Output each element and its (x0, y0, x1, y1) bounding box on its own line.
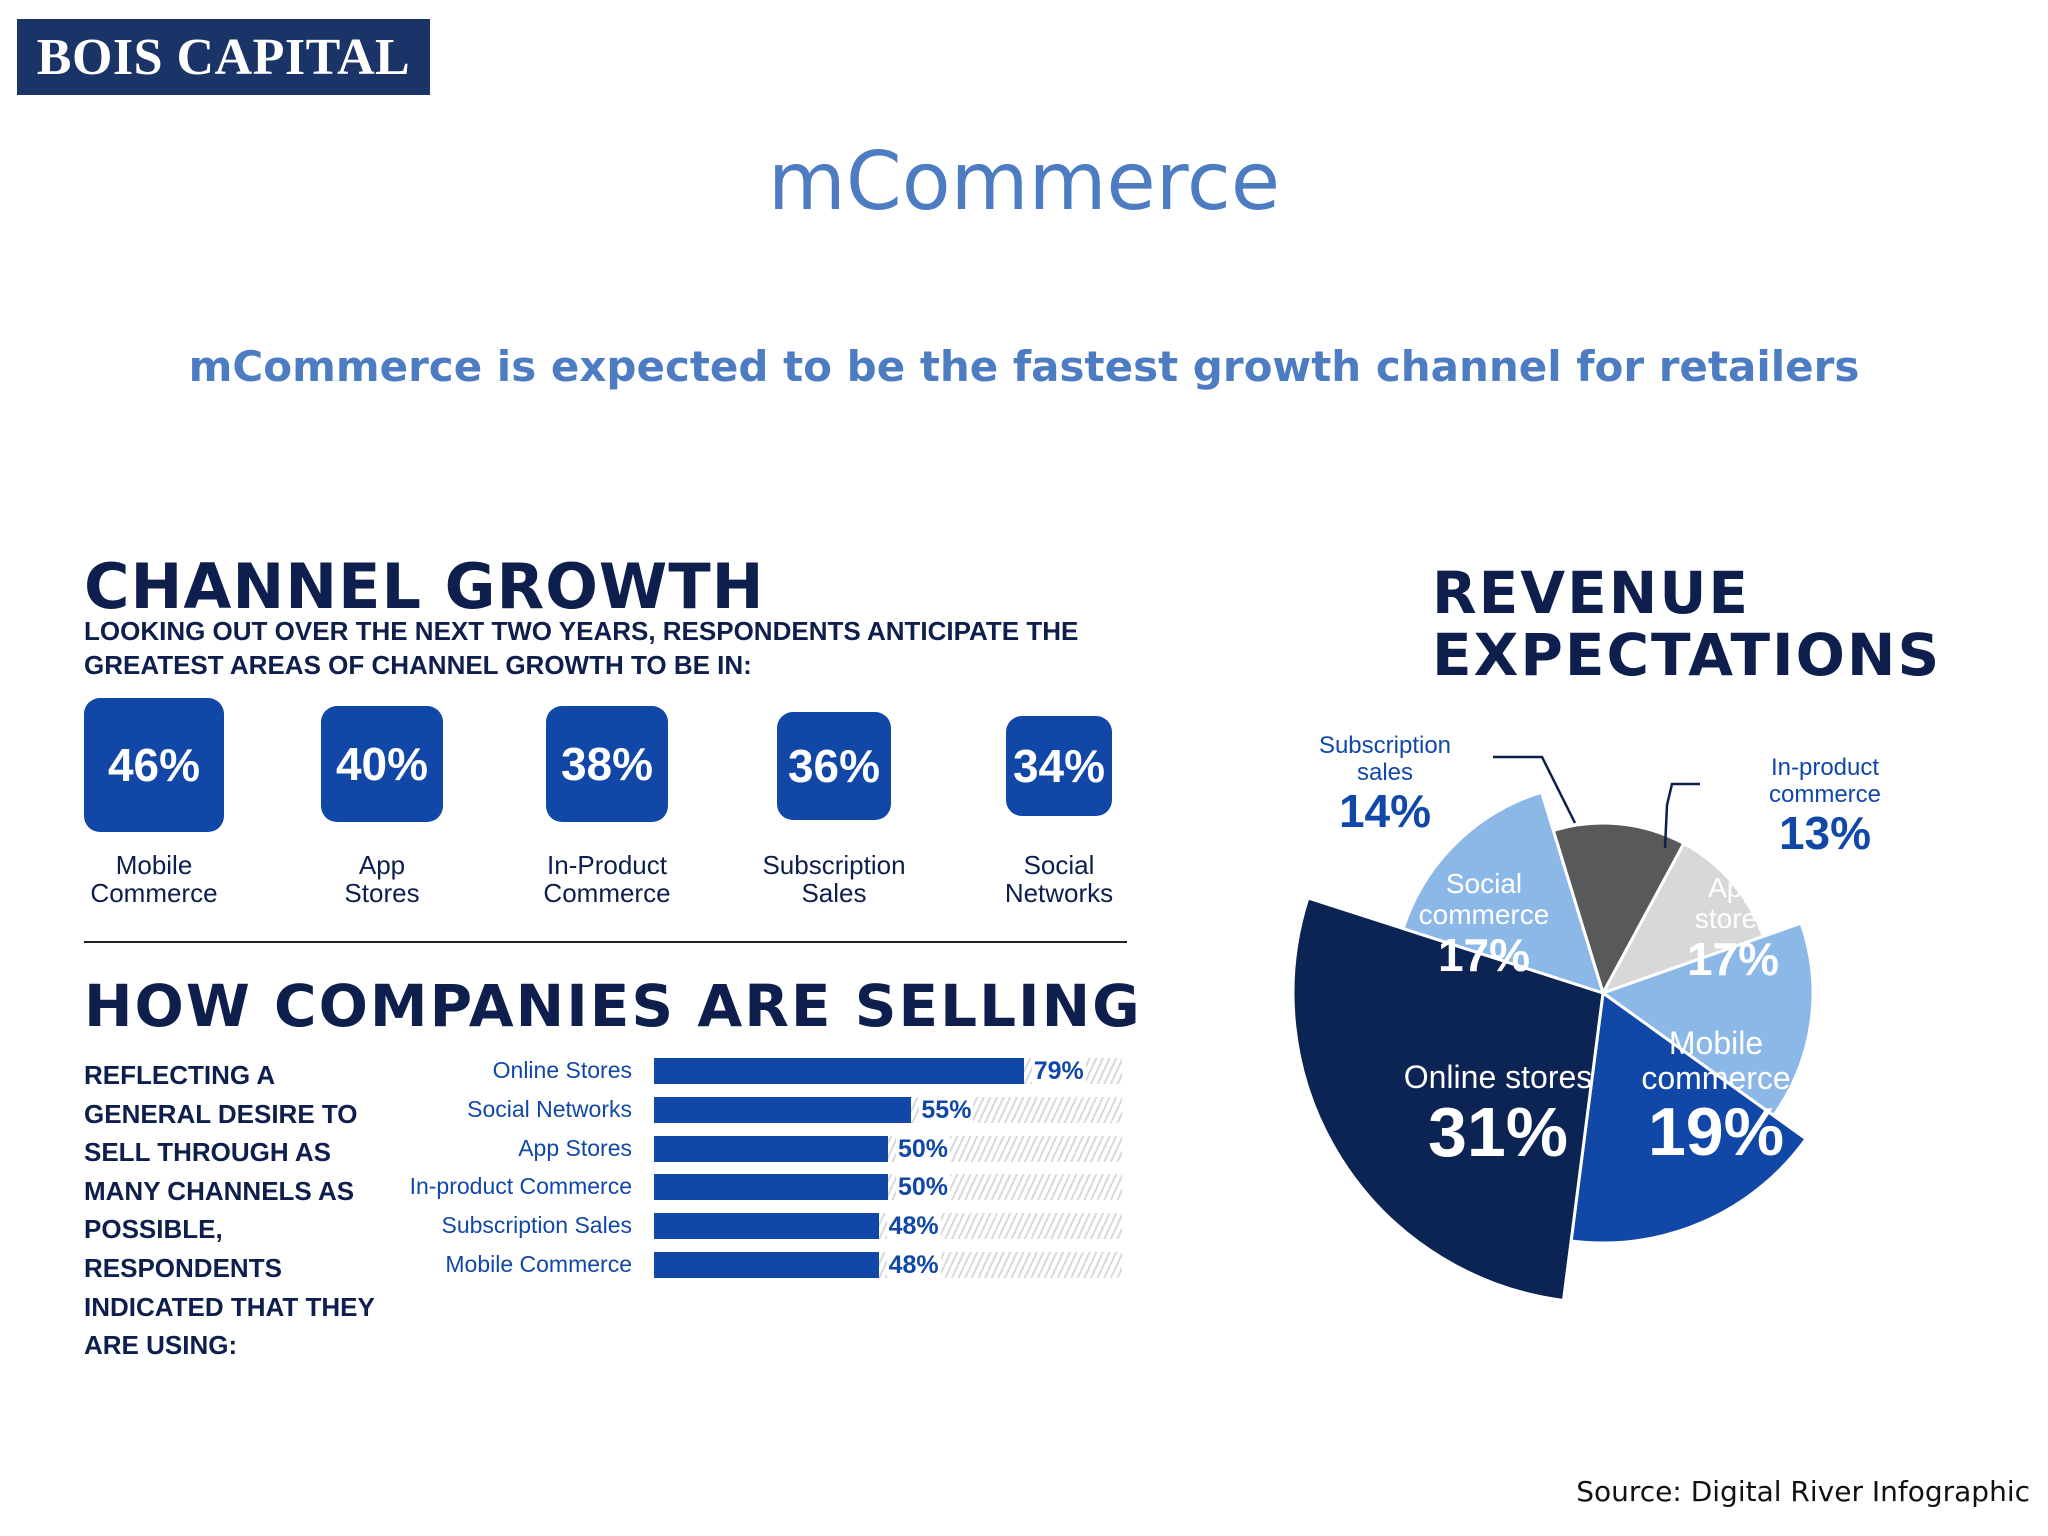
how-companies-selling-heading: HOW COMPANIES ARE SELLING (84, 972, 1142, 1040)
pie-slice-mobile-commerce (1569, 990, 1809, 1245)
pie-label-mobile-commerce: Mobile commerce 19% (1586, 1025, 1846, 1170)
bar-label-1: Online Stores (492, 1057, 632, 1083)
bar-label-6: Mobile Commerce (445, 1251, 632, 1277)
growth-tile-label-3: In-Product Commerce (543, 850, 671, 908)
page-subtitle: mCommerce is expected to be the fastest … (188, 342, 1860, 391)
pie-label-value: 14% (1338, 785, 1432, 837)
pie-label-value: 17% (1686, 933, 1780, 985)
pie-label-value: 19% (1647, 1094, 1785, 1170)
source-note: Source: Digital River Infographic (1576, 1475, 2030, 1508)
growth-tile-4: 36% (777, 712, 891, 820)
bar-label-3: App Stores (518, 1134, 632, 1161)
pie-label-name: Online stores (1403, 1059, 1593, 1095)
revenue-expectations-heading: REVENUE EXPECTATIONS (1432, 559, 1942, 689)
bar-value-2: 55% (919, 1095, 974, 1125)
pie-label-app-stores: App stores 17% (1603, 872, 1863, 984)
page-title: mCommerce (767, 135, 1281, 228)
growth-tile-label-1: Mobile Commerce (90, 850, 218, 908)
bar-value-6: 48% (886, 1251, 941, 1280)
bar-6 (654, 1252, 879, 1278)
pie-label-value: 31% (1427, 1093, 1569, 1171)
channel-growth-description: LOOKING OUT OVER THE NEXT TWO YEARS, RES… (84, 616, 1079, 680)
bar-1 (654, 1058, 1024, 1084)
bois-capital-logo: BOIS CAPITAL (17, 19, 430, 95)
bar-value-4: 50% (896, 1173, 951, 1203)
pie-label-value: 13% (1778, 807, 1872, 859)
leader-line-1 (1493, 755, 1577, 824)
pie-label-name: Subscription sales (1318, 732, 1452, 786)
pie-slice-online-stores (1291, 896, 1605, 1303)
bar-5 (654, 1213, 879, 1240)
growth-tile-label-2: App Stores (344, 850, 420, 908)
bar-value-3: 50% (896, 1134, 951, 1164)
section-divider (84, 941, 1127, 943)
pie-slice-in-product-commerce (1599, 841, 1766, 996)
pie-label-name: In-product commerce (1768, 754, 1882, 808)
pie-label-name: App stores (1694, 872, 1772, 934)
growth-tile-3: 38% (546, 706, 668, 822)
bar-value-1: 79% (1031, 1057, 1086, 1086)
channel-growth-heading: CHANNEL GROWTH (84, 550, 765, 623)
bar-4 (654, 1174, 888, 1201)
growth-tile-label-5: Social Networks (1004, 850, 1114, 908)
pie-label-subscription-sales: Subscription sales 14% (1255, 732, 1515, 836)
bar-label-2: Social Networks (467, 1095, 632, 1122)
bar-3 (654, 1135, 888, 1162)
growth-tile-1: 46% (84, 698, 224, 832)
pie-label-online-stores: Online stores 31% (1368, 1059, 1628, 1171)
pie-slice-social-commerce (1401, 790, 1606, 996)
leader-line-2 (1663, 782, 1700, 849)
pie-label-in-product-commerce: In-product commerce 13% (1695, 754, 1955, 858)
bar-label-4: In-product Commerce (409, 1173, 632, 1200)
bar-2 (654, 1096, 912, 1123)
pie-label-social-commerce: Social commerce 17% (1354, 868, 1614, 980)
growth-tile-5: 34% (1006, 716, 1112, 816)
bar-value-5: 48% (886, 1212, 941, 1242)
pie-label-name: Social commerce (1418, 868, 1550, 930)
pie-slice-subscription-sales (1551, 821, 1686, 997)
pie-label-name: Mobile commerce (1641, 1025, 1791, 1096)
growth-tile-2: 40% (321, 706, 443, 822)
pie-label-value: 17% (1437, 929, 1531, 981)
pie-slice-app-stores (1599, 921, 1815, 1118)
growth-tile-label-4: Subscription Sales (762, 850, 906, 908)
bar-label-5: Subscription Sales (441, 1212, 633, 1239)
how-companies-selling-description: REFLECTING A GENERAL DESIRE TO SELL THRO… (84, 1060, 375, 1361)
